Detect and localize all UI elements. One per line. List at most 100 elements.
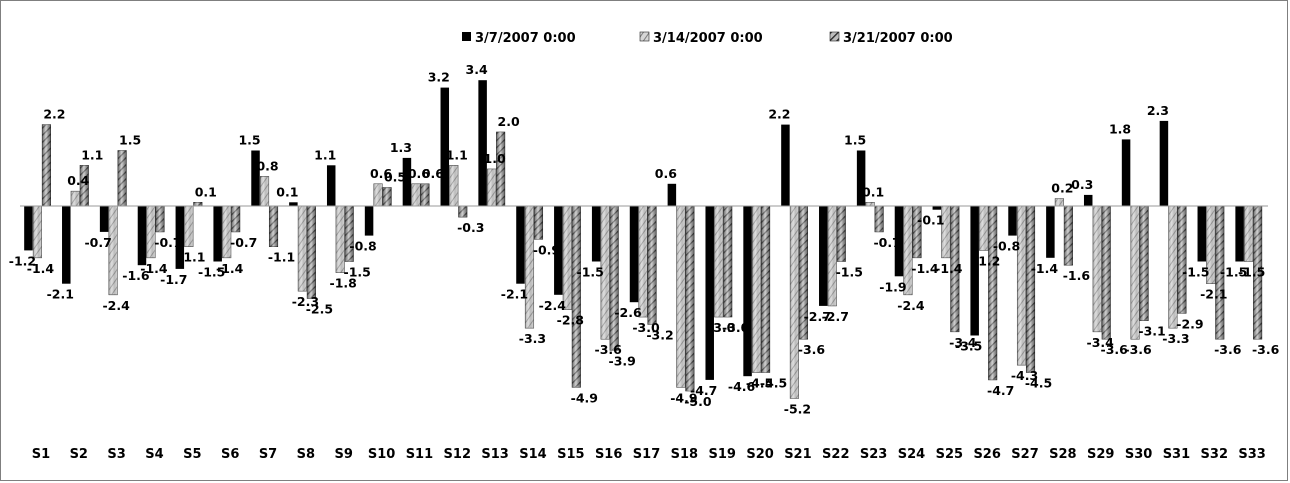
- data-label-s3-s22: -1.5: [836, 265, 863, 280]
- bar-shading-s2-s26: [979, 206, 988, 251]
- bar-s1-s26: [970, 206, 979, 336]
- data-label-s1-s26: -3.5: [955, 339, 982, 354]
- category-label-s18: S18: [671, 447, 698, 462]
- bar-shading-s3-s6: [231, 206, 240, 232]
- bar-s1-s8: [289, 202, 298, 206]
- data-label-s3-s26: -4.7: [987, 383, 1014, 398]
- data-label-s3-s23: -0.7: [873, 235, 900, 250]
- data-label-s2-s19: -3.0: [708, 320, 736, 335]
- bar-shading-s3-s25: [950, 206, 960, 332]
- data-label-s1-s15: -2.4: [539, 298, 567, 313]
- bar-shading-s3-s8: [307, 206, 316, 299]
- data-label-s2-s23: 0.1: [862, 184, 884, 199]
- category-label-s26: S26: [973, 447, 1000, 462]
- bar-shading-s2-s10: [373, 183, 383, 206]
- data-label-s3-s10: 0.5: [384, 170, 406, 185]
- data-label-s1-s31: 2.3: [1147, 103, 1169, 118]
- bar-shading-s3-s7: [269, 206, 278, 247]
- bar-s1-s14: [516, 206, 525, 284]
- data-label-s3-s7: -1.1: [268, 250, 295, 265]
- bar-shading-s3-s12: [458, 206, 468, 218]
- bar-shading-s2-s14: [525, 206, 534, 329]
- data-label-s1-s32: -1.5: [1182, 265, 1209, 280]
- data-label-s2-s20: -4.5: [746, 376, 773, 391]
- bar-shading-s3-s11: [420, 183, 430, 206]
- bar-s1-s21: [781, 124, 790, 206]
- data-label-s3-s5: 0.1: [195, 184, 217, 199]
- category-label-s20: S20: [746, 447, 773, 462]
- data-label-s2-s32: -2.1: [1200, 287, 1227, 302]
- category-label-s12: S12: [444, 447, 471, 462]
- data-label-s1-s28: -1.4: [1031, 261, 1059, 276]
- data-label-s2-s4: -1.4: [140, 261, 168, 276]
- category-label-s15: S15: [557, 447, 584, 462]
- data-label-s1-s14: -2.1: [501, 287, 528, 302]
- data-label-s3-s24: -1.4: [911, 261, 939, 276]
- data-label-s3-s19: -3.0: [722, 320, 750, 335]
- data-label-s1-s11: 1.3: [390, 140, 412, 155]
- data-label-s3-s14: -0.9: [533, 242, 560, 257]
- category-label-s24: S24: [898, 447, 925, 462]
- bar-shading-s2-s24: [903, 206, 913, 295]
- data-label-s3-s31: -2.9: [1176, 316, 1203, 331]
- bar-shading-s3-s23: [874, 206, 884, 232]
- category-label-s23: S23: [860, 447, 887, 462]
- bar-s1-s20: [743, 206, 752, 377]
- data-label-s3-s13: 2.0: [498, 114, 520, 129]
- data-label-s2-s3: -2.4: [102, 298, 130, 313]
- bar-shading-s3-s2: [80, 165, 89, 206]
- data-label-s2-s25: -1.4: [935, 261, 963, 276]
- category-label-s21: S21: [784, 447, 811, 462]
- bar-shading-s2-s31: [1168, 206, 1178, 329]
- bar-shading-s3-s16: [609, 206, 619, 351]
- category-label-s13: S13: [481, 447, 508, 462]
- legend-item-3: 3/21/2007 0:00: [829, 31, 953, 46]
- bar-s1-s5: [175, 206, 185, 269]
- data-label-s3-s6: -0.7: [230, 235, 257, 250]
- bar-shading-s3-s14: [534, 206, 543, 240]
- data-label-s2-s17: -3.0: [632, 320, 660, 335]
- data-labels-layer: -1.2-1.42.2-2.10.41.1-0.7-2.41.5-1.6-1.4…: [9, 62, 1280, 416]
- bar-s1-s24: [894, 206, 904, 277]
- category-label-s3: S3: [107, 447, 125, 462]
- data-label-s1-s17: -2.6: [614, 305, 642, 320]
- bar-shading-s2-s33: [1244, 206, 1253, 262]
- legend-item-1: 3/7/2007 0:00: [462, 31, 576, 46]
- category-label-s2: S2: [70, 447, 88, 462]
- category-label-s16: S16: [595, 447, 622, 462]
- data-label-s2-s29: -3.4: [1087, 335, 1115, 350]
- data-label-s1-s3: -0.7: [84, 235, 111, 250]
- data-label-s2-s6: -1.4: [216, 261, 244, 276]
- category-label-s33: S33: [1238, 447, 1265, 462]
- category-label-s1: S1: [32, 447, 50, 462]
- data-label-s2-s31: -3.3: [1162, 331, 1189, 346]
- data-label-s2-s12: 1.1: [446, 147, 468, 162]
- category-label-s9: S9: [335, 447, 353, 462]
- bar-shading-s2-s1: [33, 206, 42, 258]
- data-label-s1-s20: -4.6: [728, 379, 756, 394]
- bar-s1-s27: [1008, 206, 1017, 236]
- bar-shading-s2-s9: [335, 206, 345, 273]
- bar-shading-s3-s31: [1177, 206, 1187, 314]
- bar-s1-s33: [1235, 206, 1244, 262]
- category-label-s17: S17: [633, 447, 660, 462]
- legend-swatch-2: [639, 31, 650, 42]
- bar-s1-s17: [629, 206, 639, 303]
- data-label-s3-s33: -3.6: [1252, 342, 1280, 357]
- data-label-s2-s26: -1.2: [973, 253, 1000, 268]
- data-label-s1-s16: -1.5: [577, 265, 604, 280]
- bar-shading-s2-s21: [790, 206, 799, 399]
- bar-shading-s2-s13: [487, 169, 496, 206]
- data-label-s3-s2: 1.1: [81, 147, 103, 162]
- category-label-s22: S22: [822, 447, 849, 462]
- data-label-s1-s8: 0.1: [276, 184, 298, 199]
- bar-shading-s3-s5: [193, 202, 203, 206]
- bar-shading-s2-s8: [298, 206, 307, 292]
- data-label-s2-s8: -2.3: [292, 294, 319, 309]
- bar-s1-s9: [326, 165, 336, 206]
- bar-s1-s2: [62, 206, 71, 284]
- data-label-s2-s18: -4.9: [670, 390, 697, 405]
- category-label-s5: S5: [183, 447, 201, 462]
- data-label-s3-s25: -3.4: [949, 335, 977, 350]
